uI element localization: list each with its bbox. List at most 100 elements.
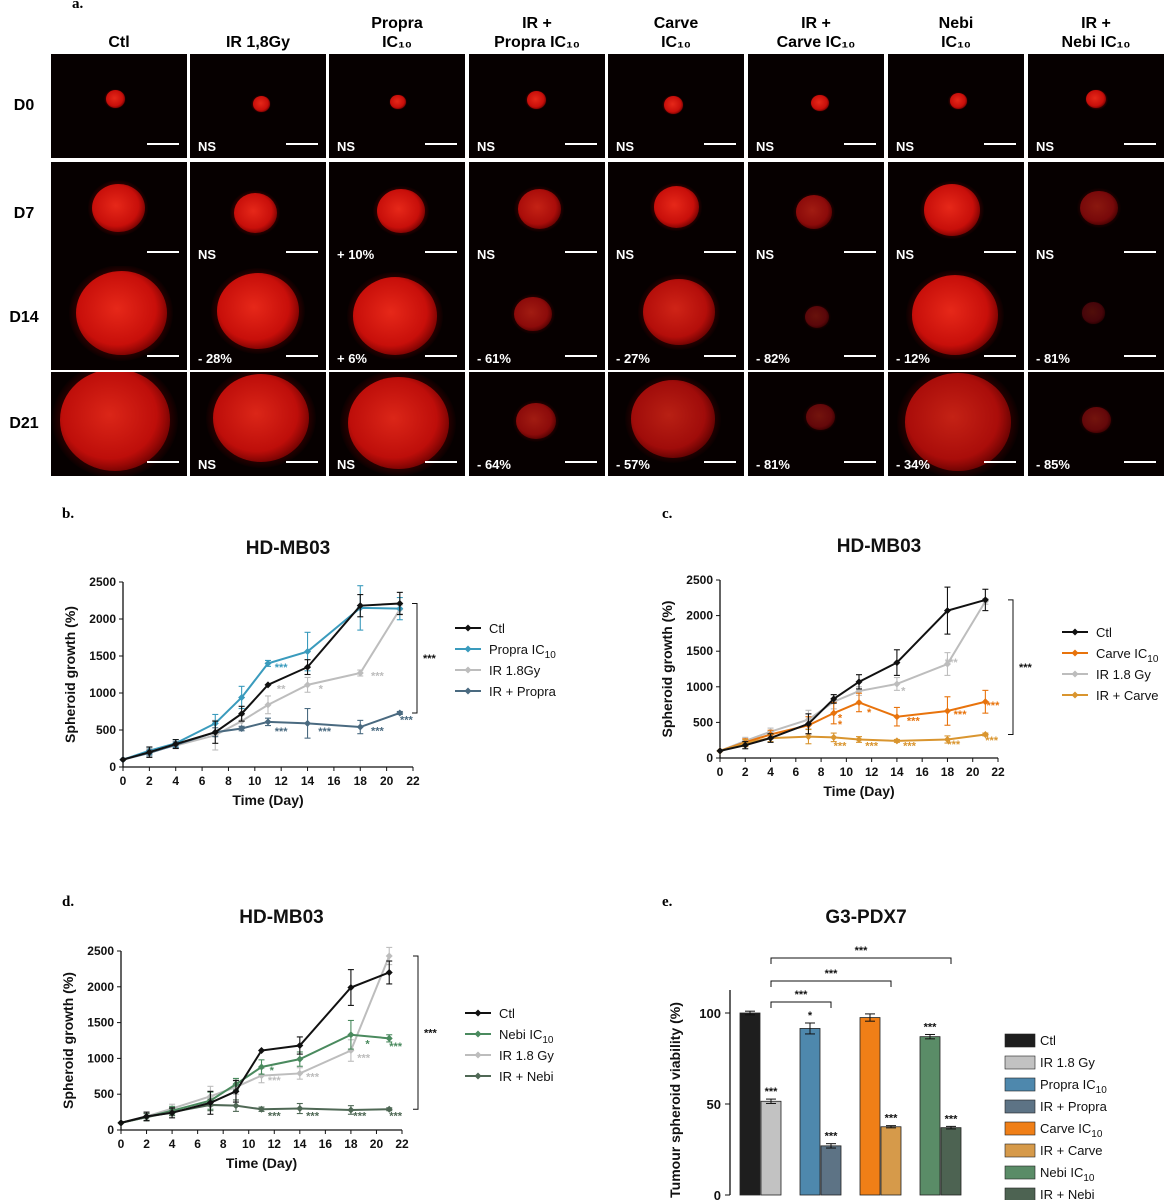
spheroid: [653, 186, 699, 228]
scale-bar: [844, 461, 876, 463]
chart-title: HD-MB03: [837, 536, 921, 557]
scale-bar: [565, 251, 597, 253]
x-tick-label: 20: [380, 774, 394, 788]
x-axis-label: Time (Day): [226, 1155, 297, 1171]
column-header-line1: Carve: [653, 15, 699, 32]
spheroid: [805, 403, 835, 431]
data-point: [830, 709, 838, 717]
x-tick-label: 4: [172, 774, 179, 788]
data-point: [893, 737, 901, 745]
y-tick-label: 100: [699, 1006, 721, 1021]
y-axis-label: Spheroid growth (%): [60, 972, 76, 1109]
spheroid: [60, 372, 170, 471]
column-header-line2: IC₁₀: [382, 34, 412, 51]
data-point: [741, 741, 749, 749]
data-point: [830, 733, 838, 741]
scale-bar: [844, 355, 876, 357]
growth-annotation: NS: [616, 139, 635, 154]
spheroid: [347, 376, 449, 470]
data-point: [168, 1109, 176, 1117]
scale-bar: [286, 143, 318, 145]
series-line-2: [719, 600, 987, 752]
scale-bar: [147, 251, 179, 253]
legend-swatch: [1004, 1143, 1036, 1158]
y-tick-label: 1500: [87, 1016, 114, 1030]
column-header-line2: Propra IC₁₀: [494, 34, 580, 51]
legend-swatch: [1004, 1055, 1036, 1070]
x-tick-label: 14: [293, 1137, 307, 1151]
x-tick-label: 8: [818, 765, 825, 779]
legend-swatch: [1004, 1187, 1036, 1200]
column-header-line1: Propra: [371, 15, 423, 32]
growth-annotation: NS: [198, 457, 217, 472]
x-tick-label: 2: [742, 765, 749, 779]
scale-bar: [286, 355, 318, 357]
column-header-line1: Ctl: [108, 34, 130, 51]
x-tick-label: 4: [169, 1137, 176, 1151]
spheroid: [526, 91, 546, 109]
legend-label: Ctl: [499, 1006, 515, 1021]
y-tick-label: 2000: [89, 612, 116, 626]
data-point: [943, 707, 951, 715]
spheroid-image: - 85%: [1028, 372, 1164, 476]
x-tick-label: 12: [268, 1137, 282, 1151]
chart-title: HD-MB03: [246, 538, 330, 559]
significance-star: *: [808, 1010, 813, 1022]
data-point: [385, 1105, 393, 1113]
growth-annotation: - 28%: [198, 351, 232, 366]
significance-star: ***: [825, 1131, 839, 1143]
spheroid: [91, 183, 145, 233]
significance-star: ***: [903, 740, 917, 752]
legend-label: IR 1.8Gy: [489, 663, 541, 678]
series-line-2: [122, 608, 401, 761]
scale-bar: [1124, 251, 1156, 253]
y-tick-label: 2500: [686, 573, 713, 587]
scale-bar: [286, 251, 318, 253]
legend-marker: [1071, 691, 1079, 699]
column-header-2: Propra IC₁₀: [329, 14, 465, 52]
series-line-0: [120, 971, 390, 1124]
x-tick-label: 6: [194, 1137, 201, 1151]
x-tick-label: 6: [792, 765, 799, 779]
column-header-line1: IR 1,8Gy: [225, 34, 291, 51]
significance-star: ***: [318, 726, 332, 738]
growth-annotation: - 81%: [756, 457, 790, 472]
bracket-label: ***: [795, 989, 809, 1001]
scale-bar: [984, 251, 1016, 253]
legend-marker: [474, 1030, 482, 1038]
spheroid-image: - 57%: [608, 372, 744, 476]
spheroid: [905, 373, 1011, 471]
data-point: [258, 1047, 265, 1055]
spheroid-image: + 10%: [329, 162, 465, 266]
significance-star: ***: [885, 1113, 899, 1125]
legend-label: Nebi IC10: [1040, 1165, 1095, 1184]
spheroid: [796, 195, 832, 229]
data-point: [396, 599, 404, 607]
x-tick-label: 18: [354, 774, 368, 788]
legend-marker: [464, 666, 472, 674]
spheroid-image: NS: [190, 162, 326, 266]
spheroid-image: - 82%: [748, 266, 884, 370]
x-tick-label: 10: [248, 774, 262, 788]
significance-star: **: [277, 683, 286, 695]
data-point: [238, 693, 246, 701]
spheroid: [811, 94, 829, 112]
spheroid-image: NS: [190, 372, 326, 476]
legend-label: IR + Carve: [1040, 1143, 1103, 1158]
legend-label: IR + Nebi: [1040, 1187, 1095, 1200]
bracket-label: ***: [424, 1028, 438, 1040]
legend-label: IR 1.8 Gy: [499, 1048, 554, 1063]
data-point: [943, 735, 951, 743]
column-header-line2: Carve IC₁₀: [776, 34, 856, 51]
column-header-0: Ctl: [51, 33, 187, 52]
significance-bracket: [1008, 599, 1014, 736]
legend-swatch: [1004, 1033, 1036, 1048]
y-tick-label: 2500: [87, 944, 114, 958]
x-tick-label: 14: [890, 765, 904, 779]
y-tick-label: 500: [693, 715, 713, 729]
legend-swatch: [1004, 1165, 1036, 1180]
significance-star: ***: [947, 739, 961, 751]
spheroid: [390, 94, 406, 110]
scale-bar: [704, 461, 736, 463]
y-tick-label: 500: [96, 723, 116, 737]
